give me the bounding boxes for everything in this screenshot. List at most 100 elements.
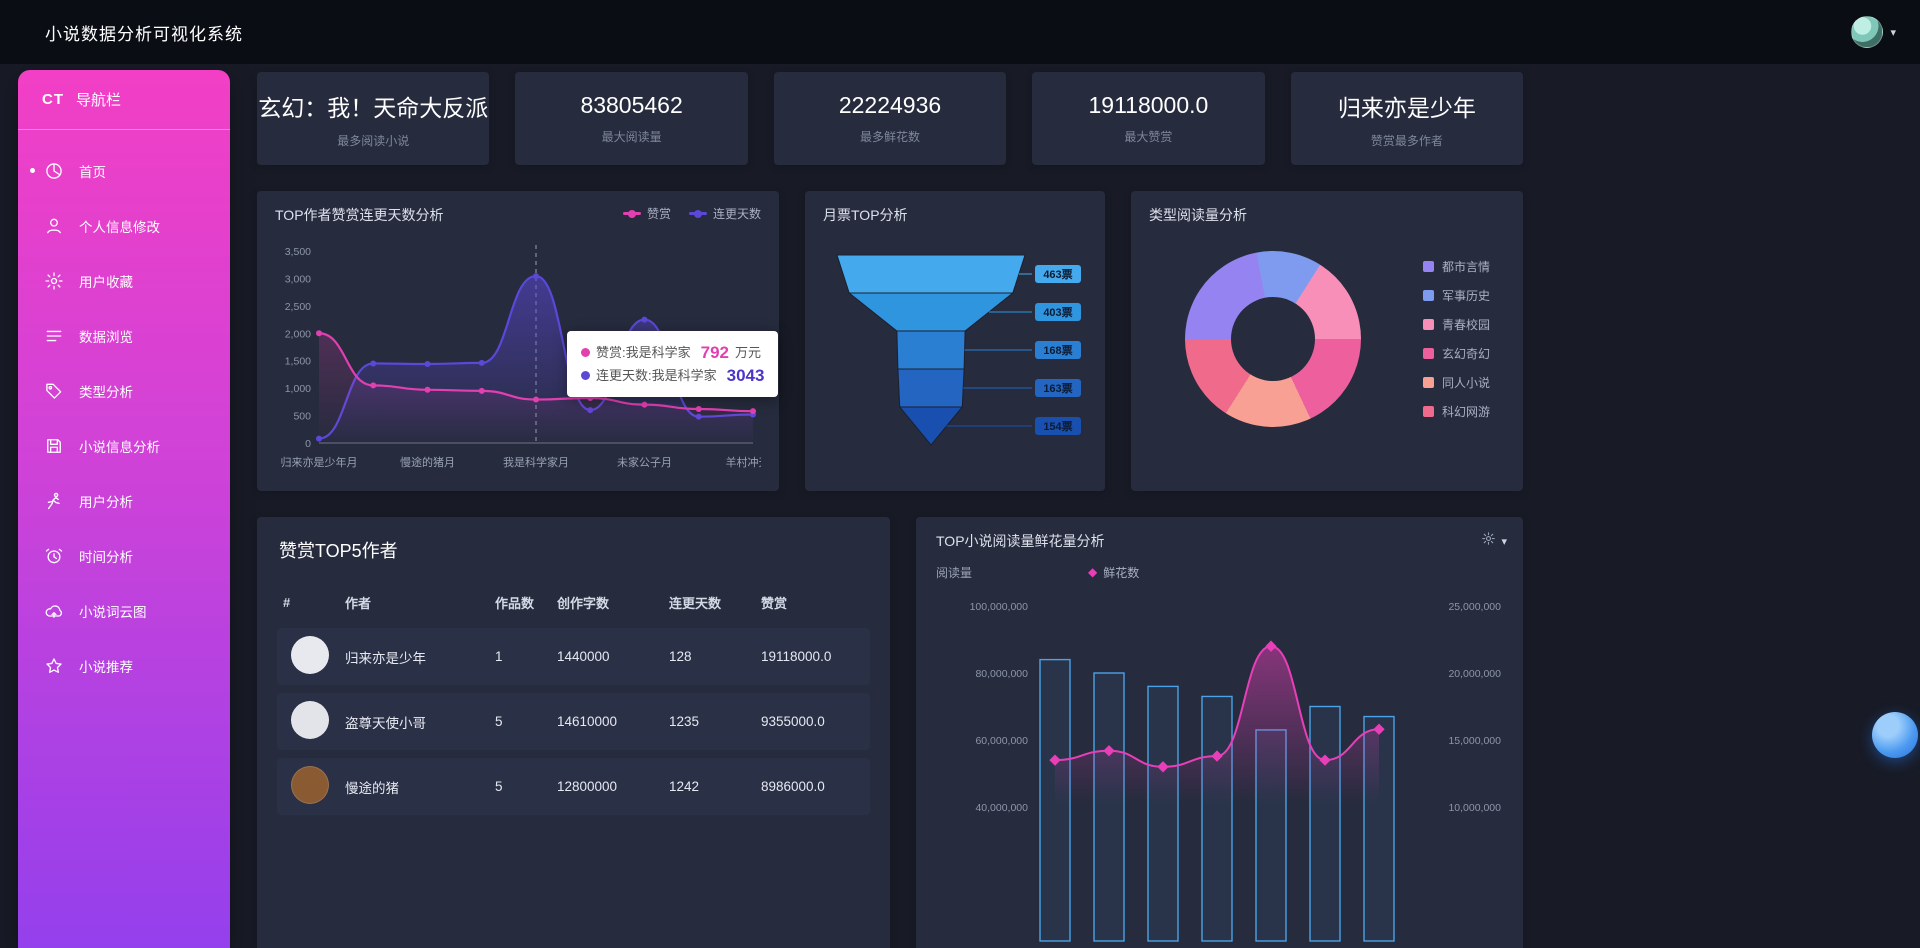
sidebar-item-用户收藏[interactable]: 用户收藏: [18, 253, 230, 308]
sidebar-item-label: 首页: [79, 164, 106, 180]
word-count: 12800000: [557, 779, 618, 794]
sidebar-item-类型分析[interactable]: 类型分析: [18, 363, 230, 418]
legend-marker-icon: [688, 209, 707, 218]
svg-text:154票: 154票: [1043, 420, 1072, 433]
reward-amount: 8986000.0: [761, 779, 825, 794]
line-chart-title: TOP作者赞赏连更天数分析: [275, 207, 444, 223]
legend-marker-icon: [1423, 377, 1434, 388]
svg-text:60,000,000: 60,000,000: [975, 735, 1028, 747]
reward-amount: 9355000.0: [761, 714, 825, 729]
alarm-clock-icon: [44, 546, 64, 566]
chevron-down-icon[interactable]: ▾: [1890, 26, 1896, 39]
main-content: 玄幻：我！天命大反派 最多阅读小说 83805462 最大阅读量 22224936 最多鲜…: [257, 72, 1524, 948]
left-axis-name: 阅读量: [936, 565, 973, 580]
chevron-down-icon[interactable]: ▾: [1501, 535, 1507, 548]
user-avatar[interactable]: [1851, 16, 1884, 48]
stat-label: 最多阅读小说: [337, 133, 410, 148]
legend-marker-icon: [1423, 261, 1434, 272]
stat-label: 最大阅读量: [601, 130, 662, 144]
charts-row: TOP作者赞赏连更天数分析 赞赏 连更天数 3,500 3,000 2,500 2,00…: [257, 191, 1523, 491]
word-count: 1440000: [557, 649, 610, 664]
stat-value: 归来亦是少年: [1337, 94, 1476, 121]
streak-days: 1235: [669, 714, 700, 729]
legend-marker-icon: [1423, 319, 1434, 330]
stat-label: 赞赏最多作者: [1370, 133, 1443, 148]
sidebar-item-时间分析[interactable]: 时间分析: [18, 528, 230, 583]
legend-marker-icon: [1423, 406, 1434, 417]
svg-text:0: 0: [305, 438, 311, 450]
works-count: 5: [495, 779, 503, 794]
table-column-header: 作品数: [495, 596, 535, 611]
sidebar-item-小说词云图[interactable]: 小说词云图: [18, 583, 230, 638]
svg-text:20,000,000: 20,000,000: [1448, 668, 1501, 680]
floating-action-button[interactable]: [1872, 712, 1918, 758]
table-row[interactable]: 慢途的猪 5 12800000 1242 8986000.0: [277, 758, 870, 815]
svg-text:慢途的猪月: 慢途的猪月: [400, 455, 455, 469]
combo-chart-title: TOP小说阅读量鲜花量分析: [936, 533, 1105, 549]
works-count: 5: [495, 714, 503, 729]
sidebar-item-label: 用户分析: [79, 494, 133, 510]
star-icon: [44, 656, 64, 676]
legend-item-连更天数[interactable]: 连更天数: [688, 205, 761, 222]
works-count: 1: [495, 649, 503, 664]
pie-chart: 都市言情军事历史青春校园玄幻奇幻同人小说科幻网游: [1149, 251, 1505, 427]
svg-text:80,000,000: 80,000,000: [975, 668, 1028, 680]
sidebar-item-个人信息修改[interactable]: 个人信息修改: [18, 198, 230, 253]
word-count: 14610000: [557, 714, 618, 729]
page-title: 小说数据分析可视化系统: [45, 24, 243, 44]
legend-item-都市言情[interactable]: 都市言情: [1423, 258, 1490, 275]
sidebar-item-label: 个人信息修改: [79, 219, 160, 235]
legend-item-青春校园[interactable]: 青春校园: [1423, 316, 1490, 333]
sidebar-item-label: 数据浏览: [79, 329, 133, 345]
svg-text:归来亦是少年月: 归来亦是少年月: [281, 455, 358, 469]
svg-text:403票: 403票: [1043, 306, 1072, 319]
svg-text:1,000: 1,000: [285, 383, 311, 395]
svg-text:163票: 163票: [1043, 382, 1072, 395]
user-menu[interactable]: ▾: [1851, 16, 1896, 48]
stat-label: 最大赞赏: [1124, 130, 1173, 144]
legend-item-同人小说[interactable]: 同人小说: [1423, 374, 1490, 391]
stats-row: 玄幻：我！天命大反派 最多阅读小说 83805462 最大阅读量 22224936 最多鲜…: [257, 72, 1524, 165]
legend-item-军事历史[interactable]: 军事历史: [1423, 287, 1490, 304]
sidebar-item-小说推荐[interactable]: 小说推荐: [18, 638, 230, 693]
funnel-chart: 463票 403票 168票 163票 154票: [836, 254, 1081, 446]
legend-marker-icon: [1423, 290, 1434, 301]
svg-text:3,000: 3,000: [285, 273, 311, 285]
legend-item-玄幻奇幻[interactable]: 玄幻奇幻: [1423, 345, 1490, 362]
sidebar-item-label: 时间分析: [79, 549, 133, 565]
streak-days: 1242: [669, 779, 700, 794]
legend-item-flowers[interactable]: ◆ 鲜花数: [1088, 564, 1139, 581]
pie-chart-legend: 都市言情军事历史青春校园玄幻奇幻同人小说科幻网游: [1423, 258, 1490, 420]
table-title: 赞赏TOP5作者: [279, 541, 398, 561]
sidebar-item-小说信息分析[interactable]: 小说信息分析: [18, 418, 230, 473]
sidebar-item-label: 用户收藏: [79, 274, 133, 290]
pie-chart-title: 类型阅读量分析: [1149, 207, 1247, 223]
sidebar-item-用户分析[interactable]: 用户分析: [18, 473, 230, 528]
gear-icon[interactable]: [1481, 531, 1496, 551]
sidebar-header: CT 导航栏: [18, 70, 230, 130]
stat-card: 83805462 最大阅读量: [515, 72, 748, 165]
funnel-chart-title: 月票TOP分析: [823, 207, 908, 223]
table-row[interactable]: 盗尊天使小哥 5 14610000 1235 9355000.0: [277, 693, 870, 750]
stat-card: 玄幻：我！天命大反派 最多阅读小说: [257, 72, 490, 165]
svg-text:我是科学家月: 我是科学家月: [503, 455, 569, 469]
donut-hole: [1231, 297, 1315, 381]
sidebar: CT 导航栏 首页个人信息修改 用户收藏数据浏览类型分析 小说信息分析用户分析时间分…: [18, 70, 230, 948]
legend-item-科幻网游[interactable]: 科幻网游: [1423, 403, 1490, 420]
stat-label: 最多鲜花数: [860, 130, 921, 144]
card-tools[interactable]: ▾: [1481, 531, 1507, 551]
streak-days: 128: [669, 649, 692, 664]
legend-item-赞赏[interactable]: 赞赏: [622, 205, 671, 222]
table-column-header: #: [283, 595, 291, 610]
sidebar-item-数据浏览[interactable]: 数据浏览: [18, 308, 230, 363]
svg-text:100,000,000: 100,000,000: [970, 601, 1029, 613]
save-icon: [44, 436, 64, 456]
stat-card: 22224936 最多鲜花数: [773, 72, 1007, 165]
sidebar-title: 导航栏: [76, 92, 122, 109]
table-row[interactable]: 归来亦是少年 1 1440000 128 19118000.0: [277, 628, 870, 685]
table-column-header: 创作字数: [557, 596, 610, 611]
svg-text:40,000,000: 40,000,000: [975, 802, 1028, 814]
sidebar-item-首页[interactable]: 首页: [18, 143, 230, 198]
tag-icon: [44, 381, 64, 401]
svg-text:3,500: 3,500: [285, 246, 311, 258]
